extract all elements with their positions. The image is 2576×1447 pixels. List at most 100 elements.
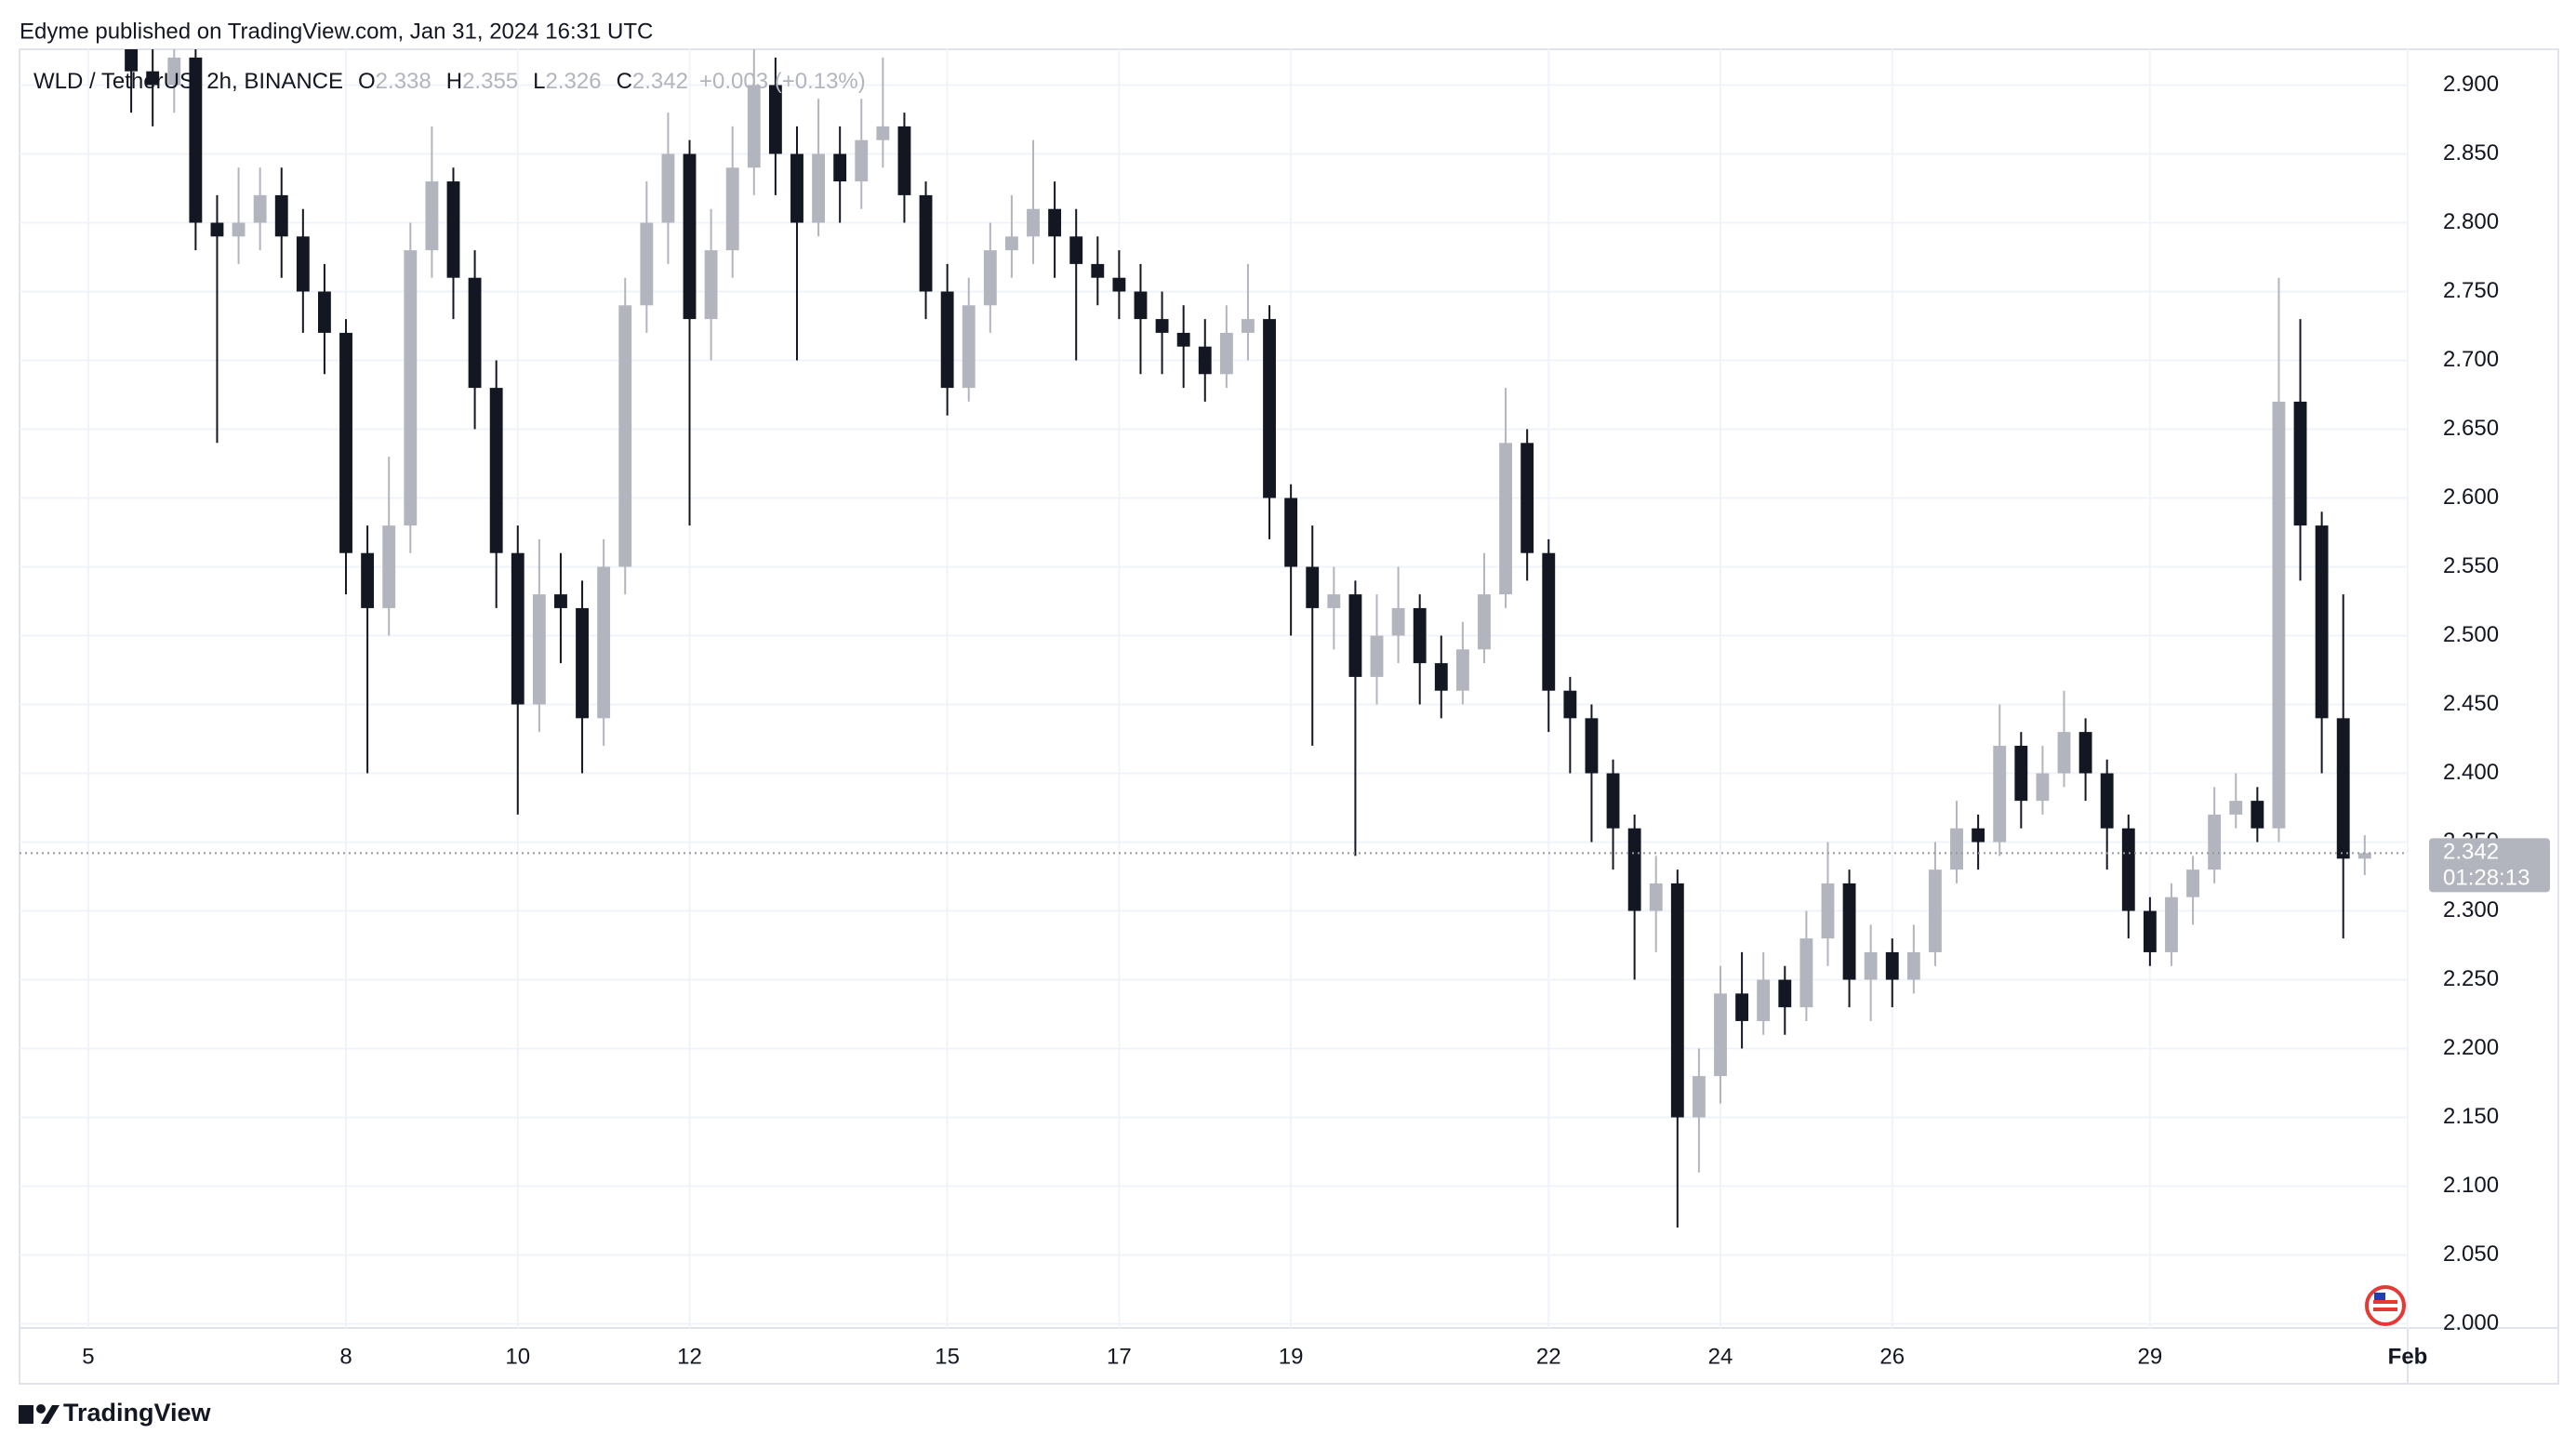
candle-body (1692, 1076, 1706, 1118)
y-tick-label: 2.600 (2443, 485, 2499, 510)
candle-body (1004, 236, 1018, 251)
candle-body (1563, 690, 1577, 719)
y-tick-label: 2.750 (2443, 278, 2499, 303)
x-tick-label: 10 (505, 1344, 530, 1369)
candle-body (1606, 773, 1620, 829)
candle-body (1670, 883, 1684, 1118)
flag-stripe (2373, 1300, 2397, 1304)
candle-body (919, 194, 933, 292)
candle-body (661, 153, 675, 223)
ohlc-label: O (358, 69, 376, 94)
ohlc-value: 2.326 (546, 69, 602, 94)
candle-body (1842, 883, 1856, 980)
candle-body (532, 594, 546, 705)
candle-body (1263, 319, 1276, 498)
ohlc-label: C (617, 69, 632, 94)
candle-body (232, 222, 246, 237)
y-tick-label: 2.200 (2443, 1035, 2499, 1060)
candle-body (876, 126, 890, 140)
x-tick-label: 29 (2138, 1344, 2163, 1369)
x-tick-label: 24 (1708, 1344, 1733, 1369)
candle-body (210, 222, 224, 237)
candle-body (2014, 745, 2028, 802)
candle-body (983, 250, 997, 306)
y-tick-label: 2.550 (2443, 553, 2499, 578)
candle-body (576, 607, 589, 719)
candle-body (704, 250, 718, 320)
candle-body (189, 57, 203, 223)
candle-body (683, 153, 697, 320)
candle-body (1714, 993, 1727, 1077)
candle-body (1649, 883, 1663, 911)
candle-body (1757, 979, 1771, 1021)
y-tick-label: 2.800 (2443, 209, 2499, 234)
y-tick-label: 2.050 (2443, 1241, 2499, 1267)
candle-body (1155, 319, 1169, 333)
candle-body (404, 250, 418, 526)
y-tick-label: 2.500 (2443, 622, 2499, 647)
y-tick-label: 2.450 (2443, 691, 2499, 716)
y-tick-label: 2.850 (2443, 140, 2499, 166)
flag-stripe (2373, 1308, 2397, 1311)
candle-body (425, 181, 439, 251)
last-price-box (2429, 838, 2550, 893)
candle-body (1198, 346, 1212, 375)
candle-body (725, 167, 739, 251)
candle-body (1929, 870, 1942, 952)
candle-body (1391, 607, 1405, 636)
x-tick-label: 22 (1536, 1344, 1561, 1369)
y-tick-label: 2.000 (2443, 1310, 2499, 1335)
candle-body (253, 194, 267, 223)
candle-body (2057, 732, 2071, 774)
y-tick-label: 2.700 (2443, 347, 2499, 372)
x-tick-label: 26 (1879, 1344, 1905, 1369)
candle-body (897, 126, 911, 195)
candle-body (446, 181, 460, 278)
candle-body (2251, 801, 2264, 829)
candle-body (274, 194, 288, 237)
candle-body (296, 236, 310, 292)
candle-body (468, 277, 482, 389)
candle-body (1778, 979, 1792, 1008)
y-tick-label: 2.100 (2443, 1173, 2499, 1198)
candle-body (812, 153, 826, 223)
candles (125, 49, 2371, 1228)
x-tick-label: 5 (82, 1344, 94, 1369)
brand: TradingView (63, 1399, 212, 1427)
candle-body (1134, 291, 1148, 320)
candle-body (1864, 951, 1878, 980)
candle-body (962, 305, 976, 389)
candle-body (1799, 938, 1813, 1008)
candle-body (2165, 896, 2178, 952)
x-tick-label: Feb (2388, 1344, 2428, 1369)
candle-body (1585, 718, 1599, 774)
y-tick-label: 2.900 (2443, 72, 2499, 97)
logo: TradingView (19, 1399, 212, 1427)
countdown-label: 01:28:13 (2443, 866, 2530, 891)
candle-body (1348, 594, 1362, 677)
x-tick-label: 15 (935, 1344, 960, 1369)
candle-body (1821, 883, 1835, 939)
candle-body (1069, 236, 1083, 264)
candle-body (1520, 443, 1534, 553)
candle-body (597, 566, 611, 719)
frame (19, 48, 2559, 1385)
candle-body (790, 153, 803, 223)
candle-body (940, 291, 954, 389)
ohlc-label: H (446, 69, 462, 94)
ohlc-label: L (533, 69, 545, 94)
candle-body (2229, 801, 2243, 815)
candle-body (1950, 828, 1963, 870)
y-tick-label: 2.300 (2443, 897, 2499, 923)
candle-body (2078, 732, 2092, 774)
candle-body (747, 85, 761, 168)
logo-mark (36, 1404, 46, 1414)
candle-body (318, 291, 331, 333)
x-tick-label: 19 (1279, 1344, 1304, 1369)
y-tick-label: 2.150 (2443, 1104, 2499, 1129)
y-tick-label: 2.400 (2443, 760, 2499, 785)
candle-body (361, 552, 375, 608)
candle-body (489, 388, 503, 553)
candle-body (1048, 208, 1062, 237)
